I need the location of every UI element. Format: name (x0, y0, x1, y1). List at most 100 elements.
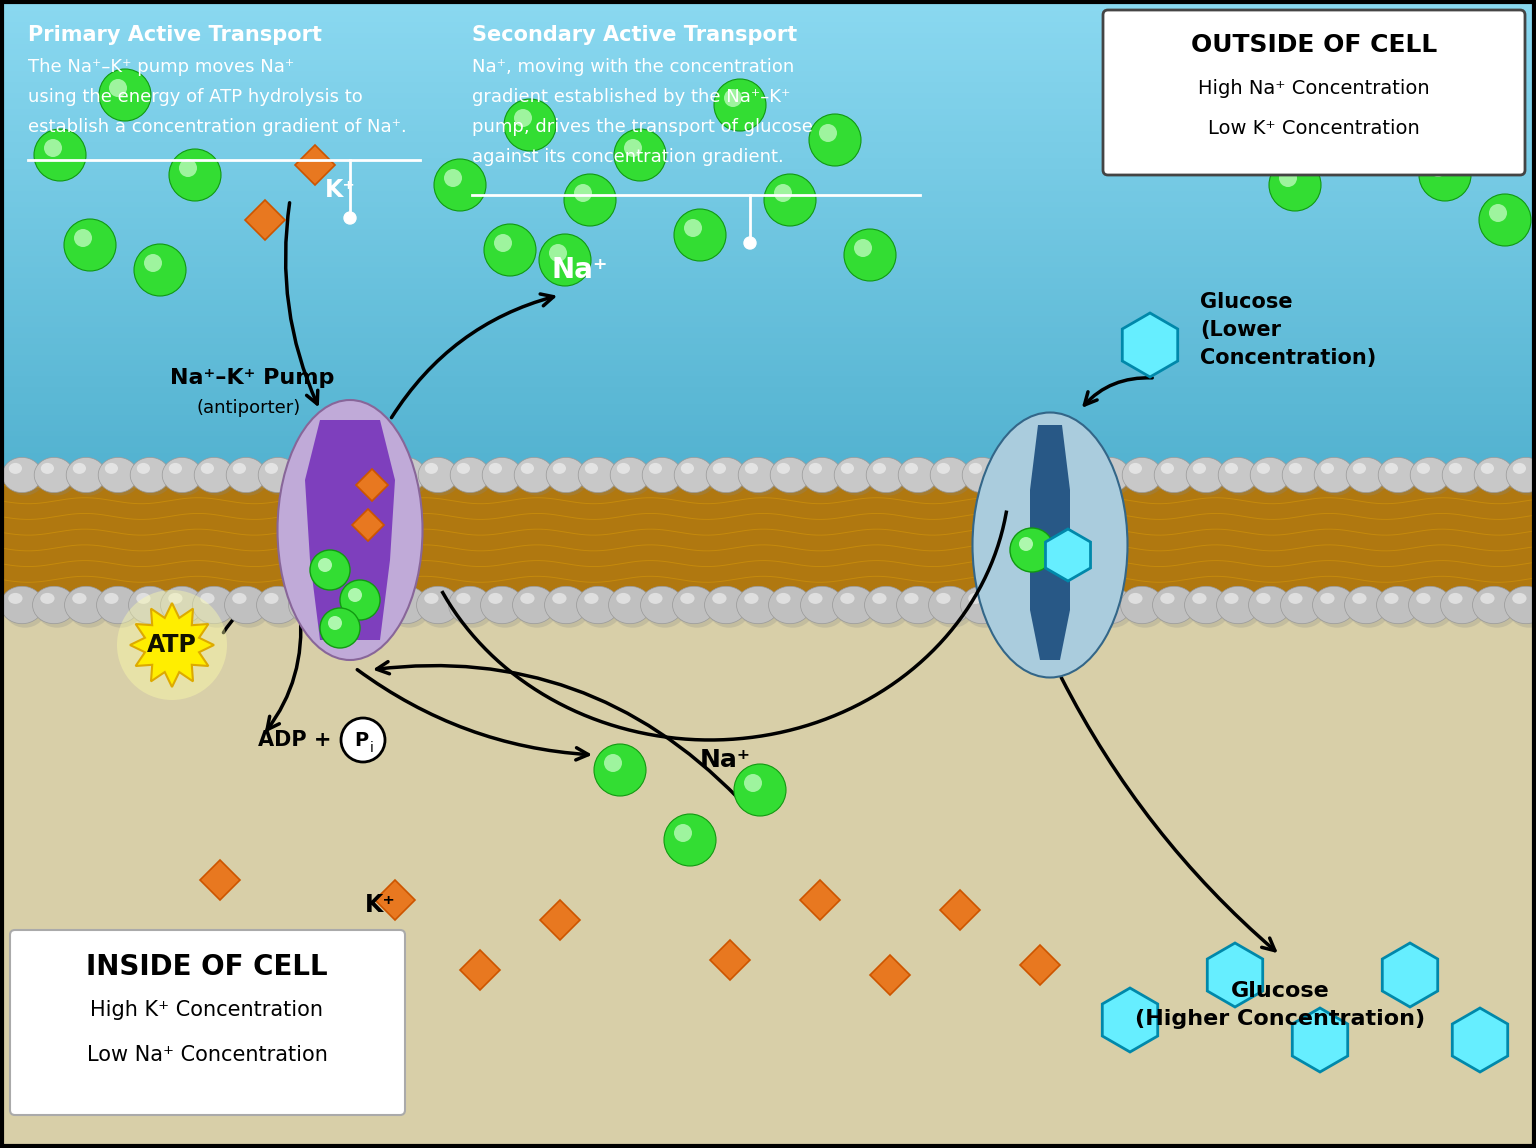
Polygon shape (131, 603, 214, 687)
Ellipse shape (1315, 457, 1353, 492)
Ellipse shape (1192, 592, 1207, 604)
Circle shape (504, 99, 556, 152)
Bar (0, 540, 1536, 546)
Ellipse shape (642, 457, 682, 492)
Polygon shape (1031, 425, 1071, 660)
Bar (0, 131, 1536, 138)
Circle shape (329, 616, 343, 630)
Text: gradient established by the Na⁺–K⁺: gradient established by the Na⁺–K⁺ (472, 88, 791, 106)
Ellipse shape (1412, 590, 1455, 628)
Ellipse shape (1289, 463, 1303, 474)
Ellipse shape (1349, 590, 1390, 628)
Ellipse shape (194, 457, 233, 492)
Circle shape (854, 239, 872, 257)
Text: Na⁺: Na⁺ (700, 748, 751, 771)
Ellipse shape (321, 587, 364, 623)
Polygon shape (200, 860, 240, 900)
Ellipse shape (1441, 587, 1484, 623)
Ellipse shape (840, 592, 854, 604)
Ellipse shape (934, 463, 972, 496)
Ellipse shape (424, 592, 439, 604)
Polygon shape (1382, 943, 1438, 1007)
Ellipse shape (257, 587, 300, 623)
Ellipse shape (1352, 592, 1367, 604)
Ellipse shape (553, 592, 567, 604)
Ellipse shape (1252, 590, 1293, 628)
Ellipse shape (323, 457, 362, 492)
Ellipse shape (1473, 587, 1516, 623)
Ellipse shape (1121, 587, 1163, 623)
Ellipse shape (584, 592, 599, 604)
Ellipse shape (773, 590, 814, 628)
Text: K⁺: K⁺ (324, 178, 355, 202)
Circle shape (98, 69, 151, 121)
Polygon shape (246, 200, 286, 240)
Bar (0, 125, 1536, 132)
Circle shape (169, 149, 221, 201)
Ellipse shape (521, 592, 535, 604)
Circle shape (435, 160, 485, 211)
Bar (0, 191, 1536, 197)
Polygon shape (306, 420, 395, 639)
Circle shape (843, 228, 895, 281)
Ellipse shape (897, 587, 940, 623)
Ellipse shape (1481, 592, 1495, 604)
Ellipse shape (1378, 457, 1418, 492)
Ellipse shape (937, 463, 949, 474)
Ellipse shape (521, 463, 535, 474)
Ellipse shape (647, 463, 684, 496)
Bar (0, 317, 1536, 323)
Circle shape (664, 814, 716, 866)
Ellipse shape (680, 592, 694, 604)
Ellipse shape (129, 587, 172, 623)
Bar (0, 513, 1536, 519)
Bar (0, 382, 1536, 388)
Ellipse shape (263, 463, 300, 496)
Polygon shape (1292, 1008, 1347, 1072)
Ellipse shape (2, 457, 41, 492)
Polygon shape (352, 509, 384, 541)
Bar (0, 230, 1536, 235)
Bar (0, 218, 1536, 225)
Bar (0, 289, 1536, 295)
Ellipse shape (72, 463, 86, 474)
Bar (0, 121, 1536, 126)
Ellipse shape (361, 592, 375, 604)
Circle shape (1488, 204, 1507, 222)
Ellipse shape (608, 587, 651, 623)
Ellipse shape (1129, 463, 1141, 474)
Circle shape (774, 184, 793, 202)
Ellipse shape (9, 463, 22, 474)
Bar (0, 99, 1536, 104)
Ellipse shape (32, 587, 75, 623)
Bar (0, 458, 1536, 465)
Ellipse shape (708, 590, 750, 628)
Ellipse shape (1089, 587, 1132, 623)
Text: High Na⁺ Concentration: High Na⁺ Concentration (1198, 78, 1430, 98)
Bar (0, 77, 1536, 83)
Ellipse shape (1256, 463, 1270, 474)
Ellipse shape (1481, 463, 1495, 474)
Text: OUTSIDE OF CELL: OUTSIDE OF CELL (1190, 33, 1438, 57)
Circle shape (34, 129, 86, 181)
Bar (0, 502, 1536, 509)
Ellipse shape (100, 590, 141, 628)
Ellipse shape (226, 457, 266, 492)
Text: Na⁺–K⁺ Pump: Na⁺–K⁺ Pump (170, 369, 335, 388)
Bar (0, 246, 1536, 251)
Ellipse shape (969, 463, 982, 474)
Ellipse shape (384, 587, 427, 623)
Text: The Na⁺–K⁺ pump moves Na⁺: The Na⁺–K⁺ pump moves Na⁺ (28, 59, 295, 76)
Ellipse shape (201, 463, 214, 474)
Ellipse shape (71, 463, 108, 496)
Bar (0, 486, 1536, 491)
Bar (0, 208, 1536, 214)
Ellipse shape (1091, 457, 1130, 492)
Ellipse shape (578, 457, 617, 492)
Bar (0, 158, 1536, 164)
Ellipse shape (488, 592, 502, 604)
Ellipse shape (1161, 463, 1174, 474)
Circle shape (734, 765, 786, 816)
Ellipse shape (805, 590, 846, 628)
Ellipse shape (1508, 590, 1536, 628)
